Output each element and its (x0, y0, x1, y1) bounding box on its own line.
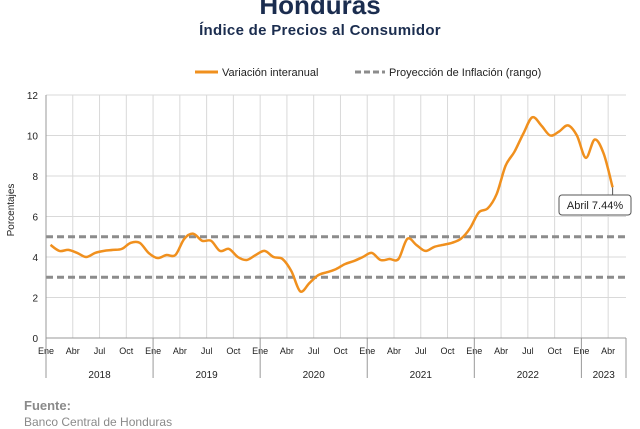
x-tick-label: Jul (201, 346, 213, 356)
year-label: 2020 (303, 370, 326, 381)
y-tick-label: 12 (27, 91, 39, 102)
source-text: Banco Central de Honduras (24, 415, 173, 429)
legend: Variación interanual Proyección de Infla… (195, 67, 541, 79)
source-label: Fuente: (24, 398, 71, 413)
year-label: 2018 (88, 370, 111, 381)
x-tick-label: Abr (66, 346, 80, 356)
x-tick-label: Jul (415, 346, 427, 356)
annotation-label: Abril 7.44% (567, 200, 623, 212)
chart-title: Honduras (259, 0, 381, 20)
x-tick-label: Oct (226, 346, 241, 356)
x-tick-label: Abr (387, 346, 401, 356)
legend-label-band: Proyección de Inflación (rango) (389, 67, 541, 79)
y-tick-label: 0 (32, 334, 38, 345)
y-axis-label: Porcentajes (6, 184, 17, 237)
year-label: 2022 (517, 370, 540, 381)
x-tick-label: Jul (308, 346, 320, 356)
x-tick-label: Abr (173, 346, 187, 356)
year-label: 2023 (593, 370, 616, 381)
x-tick-label: Oct (441, 346, 456, 356)
x-tick-label: Jul (522, 346, 534, 356)
x-tick-label: Jul (94, 346, 106, 356)
y-tick-label: 8 (32, 172, 38, 183)
y-tick-label: 2 (32, 294, 38, 305)
year-label: 2019 (195, 370, 218, 381)
chart-subtitle: Índice de Precios al Consumidor (199, 22, 441, 39)
year-label: 2021 (410, 370, 433, 381)
y-tick-label: 4 (32, 253, 38, 264)
x-tick-label: Oct (333, 346, 348, 356)
annotation-box (558, 194, 632, 216)
x-tick-label: Abr (601, 346, 615, 356)
y-tick-label: 10 (27, 132, 39, 143)
legend-label-series: Variación interanual (222, 67, 318, 79)
series-line-variacion-interanual (49, 115, 614, 293)
x-tick-label: Oct (119, 346, 134, 356)
x-tick-label: Oct (548, 346, 563, 356)
x-tick-label: Abr (280, 346, 294, 356)
x-tick-label: Abr (494, 346, 508, 356)
y-tick-label: 6 (32, 213, 38, 224)
